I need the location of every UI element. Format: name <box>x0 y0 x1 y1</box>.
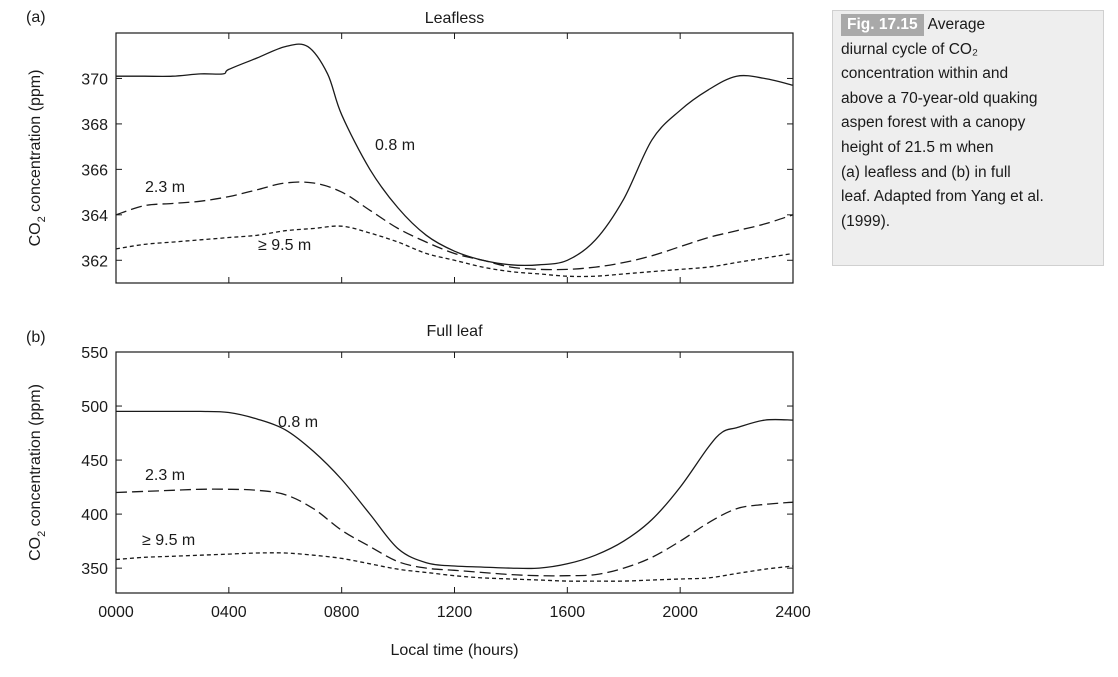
x-tick-label: 1600 <box>550 604 586 621</box>
panel-title: Leafless <box>425 10 485 27</box>
series-label: 0.8 m <box>278 414 318 431</box>
y-tick-label: 550 <box>81 345 108 362</box>
panel-title: Full leaf <box>426 323 483 340</box>
series-line-dotted <box>115 225 794 278</box>
chart-svg: (a) Leafless 362 364 366 368 370 CO2 concentrat… <box>26 9 811 659</box>
x-tick-label: 0400 <box>211 604 247 621</box>
panel-label: (a) <box>26 9 46 26</box>
caption-line: aspen forest with a canopy <box>841 114 1026 132</box>
x-axis-label: Local time (hours) <box>390 642 518 659</box>
caption-line: Average <box>927 16 986 33</box>
series-label: 2.3 m <box>145 179 185 196</box>
x-tick-label: 0800 <box>324 604 360 621</box>
caption-line: leaf. Adapted from Yang et al. <box>841 188 1044 206</box>
x-tick-label: 1200 <box>437 604 473 621</box>
y-tick-label: 362 <box>81 253 108 270</box>
y-tick-label: 370 <box>81 71 108 88</box>
caption-line: concentration within and <box>841 65 1009 83</box>
panel-label: (b) <box>26 329 46 346</box>
y-axis-label: CO2 concentration (ppm) <box>27 70 48 247</box>
series-line-solid <box>115 410 794 570</box>
series-line-dashed <box>115 181 794 271</box>
plot-frame <box>115 32 794 284</box>
x-tick-label: 0000 <box>98 604 134 621</box>
y-tick-label: 350 <box>81 561 108 578</box>
x-tick-label: 2400 <box>775 604 811 621</box>
y-tick-label: 450 <box>81 453 108 470</box>
series-label: 2.3 m <box>145 467 185 484</box>
series-line-dashed <box>115 488 794 577</box>
caption-line: diurnal cycle of CO₂ <box>841 40 978 58</box>
caption-label: Fig. 17.15 <box>841 14 924 36</box>
y-tick-label: 400 <box>81 507 108 524</box>
series-label: ≥ 9.5 m <box>142 532 195 549</box>
y-tick-label: 368 <box>81 117 108 134</box>
caption-line: (1999). <box>841 212 891 230</box>
series-label: ≥ 9.5 m <box>258 237 311 254</box>
caption-line: above a 70-year-old quaking <box>841 89 1038 107</box>
figure: (a) Leafless 362 364 366 368 370 CO2 concentrat… <box>26 9 811 659</box>
caption-line: height of 21.5 m when <box>841 138 994 156</box>
y-tick-label: 500 <box>81 399 108 416</box>
caption-line: (a) leafless and (b) in full <box>841 163 1011 181</box>
series-label: 0.8 m <box>375 137 415 154</box>
y-tick-label: 366 <box>81 162 108 179</box>
series-line-solid <box>116 43 794 267</box>
y-tick-label: 364 <box>81 208 108 225</box>
x-tick-label: 2000 <box>662 604 698 621</box>
figure-caption: Fig. 17.15 Average diurnal cycle of CO₂ c… <box>832 10 1104 266</box>
series-line-dotted <box>115 552 794 582</box>
y-axis-label: CO2 concentration (ppm) <box>27 384 48 561</box>
